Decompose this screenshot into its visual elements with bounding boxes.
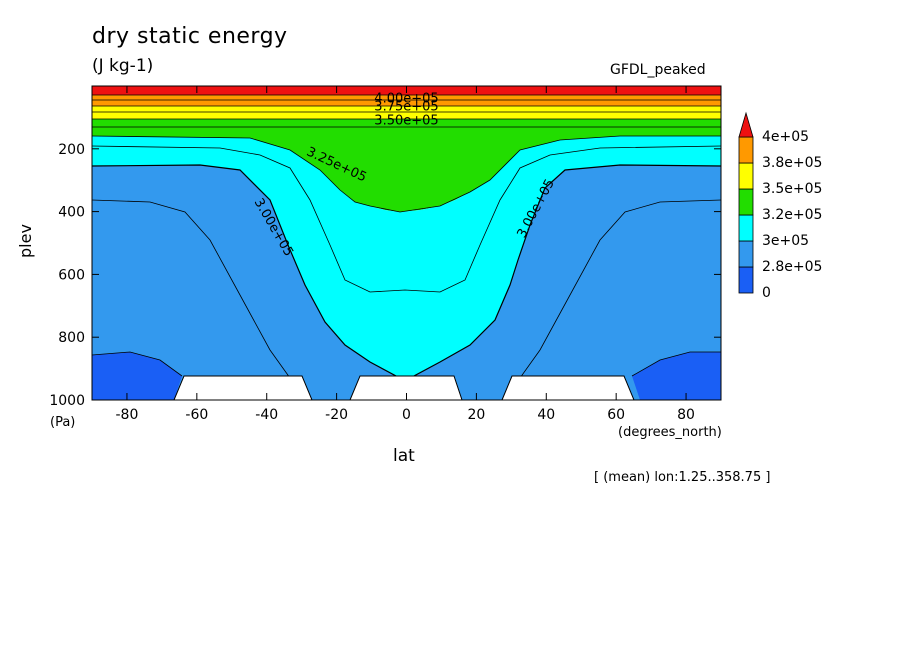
contour-line	[519, 199, 722, 379]
y-ticks: 200 400 600 800 1000	[49, 142, 721, 409]
band-0-right	[632, 352, 721, 400]
y-tick-label: 600	[58, 267, 85, 283]
y-axis-units: (Pa)	[50, 415, 76, 430]
topography-mask	[501, 375, 635, 401]
colorbar-swatch	[738, 188, 754, 216]
band-3e05	[92, 136, 721, 378]
x-tick-label: 0	[402, 407, 411, 423]
contour-line	[92, 99, 721, 128]
x-ticks: -80 -60 -40 -20 0 20 40 60 80	[116, 86, 695, 423]
y-tick-label: 1000	[49, 393, 85, 409]
model-label: GFDL_peaked	[610, 62, 706, 78]
colorbar-swatch	[738, 266, 754, 294]
colorbar-label: 4e+05	[762, 129, 809, 145]
contour-line	[91, 145, 722, 293]
x-axis-label: lat	[393, 446, 415, 466]
colorbar-swatch	[738, 162, 754, 190]
colorbar-label: 3.2e+05	[762, 207, 822, 223]
band-0-left	[92, 352, 182, 400]
colorbar-swatch	[738, 214, 754, 242]
band-3p5e05	[92, 106, 721, 120]
x-tick-label: 60	[607, 407, 625, 423]
plot-area: 4.00e+053.75e+053.50e+053.25e+053.00e+05…	[91, 85, 722, 401]
x-tick-label: 80	[677, 407, 695, 423]
band-3p2e05	[92, 119, 721, 212]
band-3p8e05	[92, 95, 721, 107]
x-tick-label: -20	[325, 407, 348, 423]
y-tick-label: 400	[58, 205, 85, 221]
contour-line	[91, 351, 183, 377]
colorbar-label: 3.8e+05	[762, 155, 822, 171]
contour-label: 3.75e+05	[374, 99, 438, 114]
colorbar-swatch	[738, 111, 754, 138]
x-tick-label: -80	[116, 407, 139, 423]
footnote: [ (mean) lon:1.25..358.75 ]	[594, 470, 771, 485]
contour-label: 3.50e+05	[374, 114, 438, 129]
contour-line	[91, 135, 721, 213]
colorbar-label: 3e+05	[762, 233, 809, 249]
colorbar-label: 2.8e+05	[762, 259, 822, 275]
colorbar-label: 3.5e+05	[762, 181, 822, 197]
x-tick-label: 20	[467, 407, 485, 423]
x-tick-label: -60	[185, 407, 208, 423]
contour-line	[91, 199, 291, 379]
colorbar: 0 2.8e+05 3e+05 3.2e+05 3.5e+05 3.8e+05 4e+05	[738, 111, 822, 301]
x-tick-label: -40	[255, 407, 278, 423]
colorbar-label: 0	[762, 285, 771, 301]
chart-title: dry static energy	[92, 24, 288, 49]
topography-mask	[173, 375, 313, 401]
colorbar-swatch	[738, 240, 754, 268]
band-2p8e05	[92, 165, 721, 400]
x-axis-units: (degrees_north)	[618, 425, 722, 440]
contour-line	[631, 351, 721, 377]
contour-label: 4.00e+05	[374, 92, 438, 107]
chart-units: (J kg-1)	[92, 56, 154, 76]
y-tick-label: 800	[58, 330, 85, 346]
colorbar-swatch	[738, 136, 754, 164]
y-tick-label: 200	[58, 142, 85, 158]
x-tick-label: 40	[537, 407, 555, 423]
